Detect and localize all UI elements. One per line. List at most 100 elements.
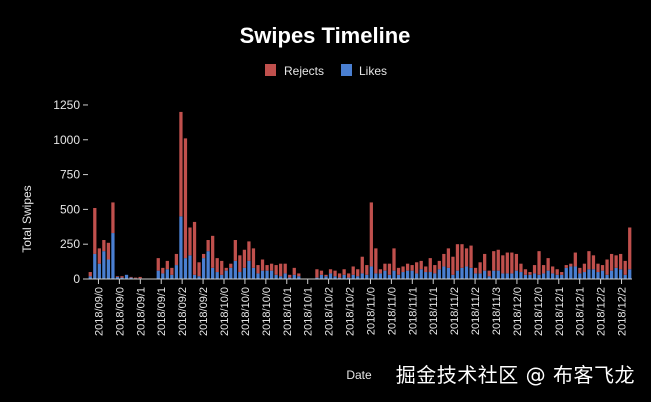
bar-rejects <box>600 265 605 271</box>
bar-rejects <box>269 263 274 271</box>
x-tick-label: 2018/12/1 <box>575 287 587 336</box>
bar-rejects <box>224 267 228 271</box>
bar-likes <box>555 274 559 279</box>
bar-rejects <box>138 276 142 279</box>
bar-rejects <box>156 258 160 271</box>
bar-rejects <box>165 260 169 270</box>
bar-rejects <box>519 263 523 273</box>
bar-rejects <box>614 255 618 268</box>
x-tick-label: 2018/12/0 <box>533 287 545 336</box>
bar-rejects <box>405 263 410 271</box>
bar-rejects <box>288 274 292 278</box>
x-tick-label: 2018/10/1 <box>282 287 294 336</box>
bar-likes <box>433 273 437 279</box>
bar-likes <box>247 260 251 279</box>
bar-rejects <box>351 266 355 275</box>
bar-likes <box>578 273 582 279</box>
bar-rejects <box>88 272 92 277</box>
bar-likes <box>560 274 564 279</box>
bar-rejects <box>528 272 532 275</box>
legend-likes-label: Likes <box>359 64 387 78</box>
bar-likes <box>238 272 242 279</box>
bar-likes <box>269 270 274 279</box>
bar-likes <box>600 270 605 279</box>
chart-title: Swipes Timeline <box>240 23 411 48</box>
bar-rejects <box>188 227 192 256</box>
bar-likes <box>573 266 577 279</box>
bar-likes <box>165 269 169 279</box>
bar-rejects <box>451 256 455 275</box>
bar-likes <box>532 273 537 279</box>
bar-rejects <box>247 241 251 261</box>
bar-likes <box>360 273 364 279</box>
bar-likes <box>619 269 623 279</box>
bar-rejects <box>229 263 233 268</box>
bar-rejects <box>446 248 451 268</box>
bar-likes <box>528 274 532 279</box>
bar-likes <box>387 274 392 279</box>
bar-rejects <box>342 269 346 275</box>
bar-rejects <box>523 269 528 275</box>
bar-rejects <box>496 249 500 271</box>
y-tick-label: 0 <box>73 272 80 286</box>
bar-likes <box>188 255 192 279</box>
bar-rejects <box>619 253 623 270</box>
bar-rejects <box>220 260 224 275</box>
x-tick-label: 2018/09/0 <box>93 287 105 336</box>
bar-rejects <box>233 240 237 261</box>
bar-rejects <box>587 251 591 270</box>
legend-rejects-swatch <box>265 64 276 76</box>
bar-rejects <box>369 202 373 267</box>
bar-rejects <box>410 265 414 271</box>
y-tick-label: 1250 <box>53 98 80 112</box>
bar-likes <box>102 251 106 279</box>
bar-rejects <box>596 263 600 273</box>
bar-likes <box>519 272 523 279</box>
bar-likes <box>401 272 405 279</box>
bar-rejects <box>564 265 568 268</box>
bar-likes <box>315 277 319 279</box>
bar-rejects <box>360 256 364 274</box>
bar-rejects <box>591 255 596 270</box>
bar-likes <box>537 274 541 279</box>
bar-likes <box>333 276 337 279</box>
bar-rejects <box>605 259 609 275</box>
x-tick-label: 2018/11/1 <box>407 287 419 335</box>
bar-likes <box>473 273 478 279</box>
bar-likes <box>487 276 491 279</box>
x-tick-label: 2018/10/0 <box>261 287 273 336</box>
bar-rejects <box>569 263 573 267</box>
x-tick-label: 2018/09/2 <box>198 287 210 336</box>
bar-rejects <box>392 248 396 271</box>
bar-rejects <box>609 253 614 271</box>
bar-likes <box>428 272 432 279</box>
bar-rejects <box>333 270 337 277</box>
bar-rejects <box>387 263 392 275</box>
bar-likes <box>124 274 129 279</box>
bar-likes <box>591 269 596 279</box>
bar-likes <box>224 270 228 279</box>
bar-rejects <box>161 267 165 274</box>
bar-rejects <box>501 255 505 274</box>
bar-likes <box>106 259 111 279</box>
bar-likes <box>442 266 446 279</box>
bar-likes <box>347 277 351 279</box>
x-tick-label: 2018/11/2 <box>449 287 461 335</box>
bar-likes <box>415 273 419 279</box>
bar-rejects <box>573 252 577 267</box>
bar-rejects <box>319 270 324 275</box>
bar-rejects <box>324 274 328 277</box>
bar-rejects <box>297 273 301 277</box>
legend-rejects-label: Rejects <box>284 64 324 78</box>
bar-likes <box>437 269 441 279</box>
bar-likes <box>129 277 133 279</box>
bar-rejects <box>174 253 179 266</box>
bar-rejects <box>514 253 519 271</box>
bar-rejects <box>133 277 138 279</box>
bar-likes <box>501 273 505 279</box>
bar-rejects <box>383 263 387 271</box>
bar-likes <box>569 266 573 279</box>
bar-likes <box>256 273 260 279</box>
bar-rejects <box>555 269 559 275</box>
